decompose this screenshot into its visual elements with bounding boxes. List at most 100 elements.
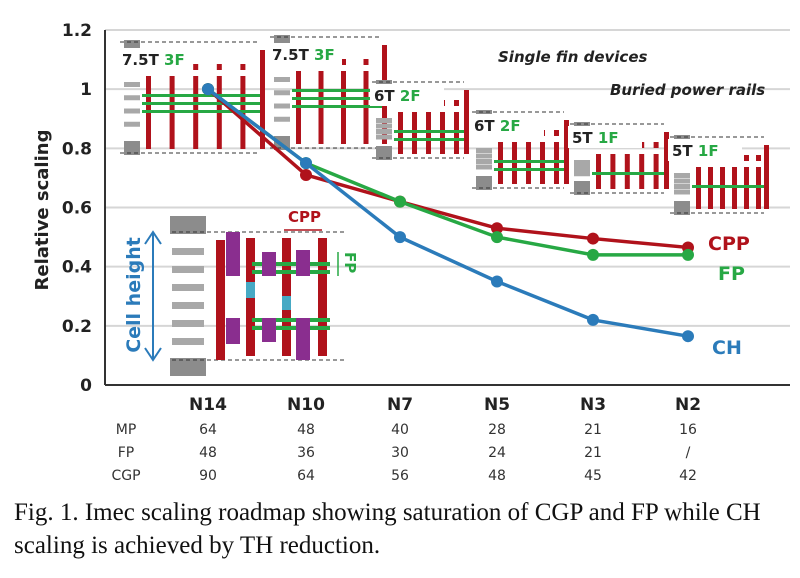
table-cell: 40 <box>391 422 409 438</box>
y-tick-label: 0.2 <box>62 317 92 337</box>
data-point-fp <box>394 195 406 208</box>
gate-cap <box>193 64 199 70</box>
fin <box>142 110 260 113</box>
annotation-single-fin: Single fin devices <box>498 48 648 66</box>
gate <box>664 132 669 189</box>
y-tick-label: 0.8 <box>62 139 92 159</box>
table-cell: 48 <box>488 468 506 484</box>
fin <box>394 130 464 133</box>
series-lines: CPP FP CH <box>202 83 750 359</box>
metal-track <box>574 163 590 169</box>
metal-track <box>274 77 290 82</box>
data-point-fp <box>682 248 694 261</box>
annotation-buried-power-rails: Buried power rails <box>610 81 765 99</box>
inset-rail <box>170 216 206 234</box>
axes <box>104 30 790 386</box>
metal-track <box>674 184 690 189</box>
metal-track <box>674 178 690 184</box>
fin <box>494 160 564 163</box>
fin <box>292 97 382 100</box>
cell-label: 7.5T 3F <box>272 46 335 64</box>
fin <box>292 89 382 92</box>
metal-track <box>124 95 140 101</box>
cell-diagram: 6T 2F <box>370 80 469 160</box>
metal-track <box>476 164 492 170</box>
cell-label-bg <box>370 84 444 106</box>
table-cell: 21 <box>584 422 602 438</box>
y-axis-label: Relative scaling <box>32 130 53 291</box>
table-row-label: MP <box>116 422 137 438</box>
metal-track <box>574 160 590 165</box>
metal-track <box>574 171 590 177</box>
metal-track <box>376 118 392 123</box>
inset-via <box>246 282 255 298</box>
inset-gate <box>318 238 327 356</box>
metal-rail <box>124 40 140 50</box>
gate <box>639 154 645 189</box>
inset-contact <box>262 318 276 342</box>
table-cell: 56 <box>391 468 409 484</box>
metal-track <box>574 167 590 173</box>
cell-label: 5T 1F <box>672 142 719 160</box>
gate <box>596 154 601 189</box>
table-row-label: FP <box>118 445 135 461</box>
data-point-ch <box>202 83 214 96</box>
gate-cap <box>653 142 659 148</box>
cell-height-arrowhead <box>144 347 162 362</box>
metal-track <box>476 153 492 159</box>
gate <box>610 154 616 189</box>
y-tick-labels: 0 0.2 0.4 0.6 0.8 1 1.2 <box>62 21 92 396</box>
cell-diagram: 7.5T 3F <box>118 40 265 155</box>
data-point-ch <box>394 231 406 244</box>
table-cell: 48 <box>199 445 217 461</box>
inset-track <box>172 302 204 309</box>
table-cell: 36 <box>297 445 315 461</box>
metal-track <box>674 189 690 195</box>
metal-track <box>274 116 290 122</box>
table-cell: 30 <box>391 445 409 461</box>
y-tick-label: 0.6 <box>62 199 92 219</box>
gate-cap <box>341 59 346 65</box>
cell-fins: 3F <box>314 46 335 64</box>
metal-rail <box>376 146 392 160</box>
cell-inset-diagram: Cell height CPP FP <box>123 208 359 376</box>
inset-track <box>172 266 204 273</box>
table-cell: / <box>686 445 691 461</box>
table-cell: 64 <box>297 468 315 484</box>
cell-tracks: 5T <box>572 129 598 147</box>
table-cell: 48 <box>297 422 315 438</box>
cell-label: 6T 2F <box>374 87 421 105</box>
inset-contact <box>226 232 240 276</box>
cell-label-bg <box>568 126 642 148</box>
metal-track <box>674 173 690 178</box>
metal-track <box>476 159 492 164</box>
data-point-ch <box>682 330 694 343</box>
inset-fin <box>252 326 330 330</box>
cell-label-bg <box>470 114 544 136</box>
cell-tracks: 6T <box>374 87 400 105</box>
x-tick-label: N3 <box>580 395 606 415</box>
gate-cap <box>554 130 559 136</box>
fp-inset-label: FP <box>341 252 359 273</box>
cell-label: 6T 2F <box>474 117 521 135</box>
gate <box>564 120 569 184</box>
metal-track <box>124 121 140 127</box>
cell-height-arrowhead <box>144 230 162 245</box>
cell-tracks: 7.5T <box>272 46 314 64</box>
inset-fin <box>252 270 330 274</box>
inset-contact <box>296 250 310 276</box>
cell-fins: 1F <box>698 142 719 160</box>
fin <box>692 185 764 188</box>
inset-track <box>172 284 204 291</box>
cell-diagram: 7.5T 3F <box>268 35 387 150</box>
gate-cap <box>756 155 761 161</box>
cell-fins: 2F <box>400 87 421 105</box>
metal-track <box>124 108 140 114</box>
cell-fins: 1F <box>598 129 619 147</box>
fin <box>142 102 260 105</box>
metal-track <box>274 90 290 96</box>
inset-rail <box>170 358 206 376</box>
y-tick-label: 0 <box>80 376 92 396</box>
